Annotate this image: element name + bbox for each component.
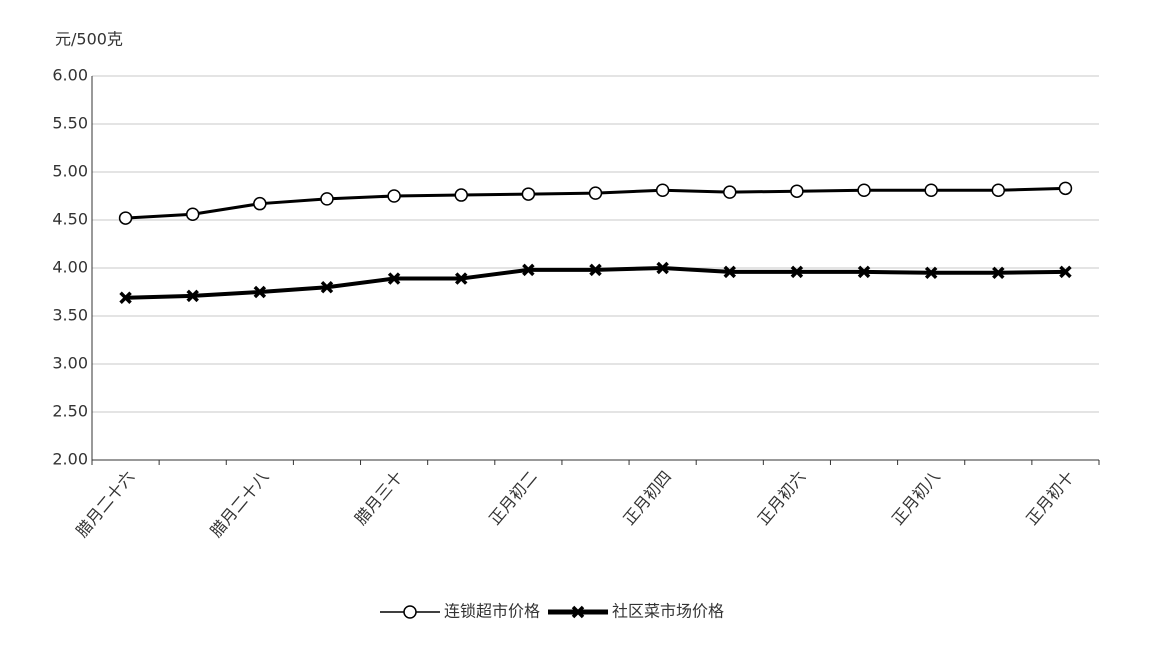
- point: [790, 184, 804, 198]
- y-tick-label: 3.00: [52, 354, 88, 373]
- point: [790, 265, 804, 279]
- point: [320, 192, 334, 206]
- point: [857, 183, 871, 197]
- point: [253, 285, 267, 299]
- point: [924, 266, 938, 280]
- legend-label: 连锁超市价格: [444, 602, 540, 621]
- y-tick-label: 6.00: [52, 66, 88, 85]
- y-tick-label: 5.50: [52, 114, 88, 133]
- point: [186, 289, 199, 303]
- series-line: [125, 265, 1066, 300]
- point: [655, 183, 670, 197]
- point: [320, 280, 334, 294]
- point: [119, 291, 132, 304]
- y-tick-label: 3.50: [52, 306, 88, 325]
- point: [1058, 181, 1073, 196]
- y-tick-label: 2.50: [52, 402, 88, 421]
- point: [723, 265, 737, 279]
- x-tick-label: 正月初八: [888, 467, 944, 528]
- x-tick-label: 正月初十: [1022, 467, 1078, 528]
- point: [454, 188, 468, 202]
- point: [521, 187, 536, 201]
- point: [253, 196, 267, 211]
- point: [522, 263, 535, 277]
- point: [991, 183, 1006, 197]
- x-tick-label: 正月初四: [619, 467, 675, 528]
- y-tick-label: 5.00: [52, 162, 88, 181]
- point: [185, 207, 200, 221]
- point: [571, 605, 585, 619]
- point: [118, 211, 133, 225]
- point: [589, 263, 602, 277]
- y-tick-label: 4.50: [52, 210, 88, 229]
- point: [1059, 265, 1072, 279]
- point: [656, 261, 669, 275]
- point: [387, 272, 401, 285]
- point: [588, 186, 603, 200]
- x-tick-label: 腊月二十六: [72, 467, 138, 541]
- y-axis-unit: 元/500克: [55, 30, 123, 49]
- legend-item: 连锁超市价格: [380, 602, 540, 621]
- point: [992, 266, 1005, 280]
- point: [387, 189, 401, 203]
- y-tick-label: 4.00: [52, 258, 88, 277]
- x-tick-label: 腊月二十八: [206, 467, 272, 541]
- x-tick-label: 正月初二: [485, 467, 541, 528]
- y-tick-label: 2.00: [52, 450, 88, 469]
- point: [924, 183, 938, 197]
- legend-label: 社区菜市场价格: [612, 602, 724, 621]
- x-tick-label: 腊月三十: [351, 467, 407, 528]
- legend-item: 社区菜市场价格: [548, 602, 724, 621]
- point: [403, 605, 417, 619]
- x-tick-label: 正月初六: [754, 467, 810, 528]
- point: [857, 265, 871, 279]
- point: [723, 185, 737, 199]
- point: [454, 272, 468, 285]
